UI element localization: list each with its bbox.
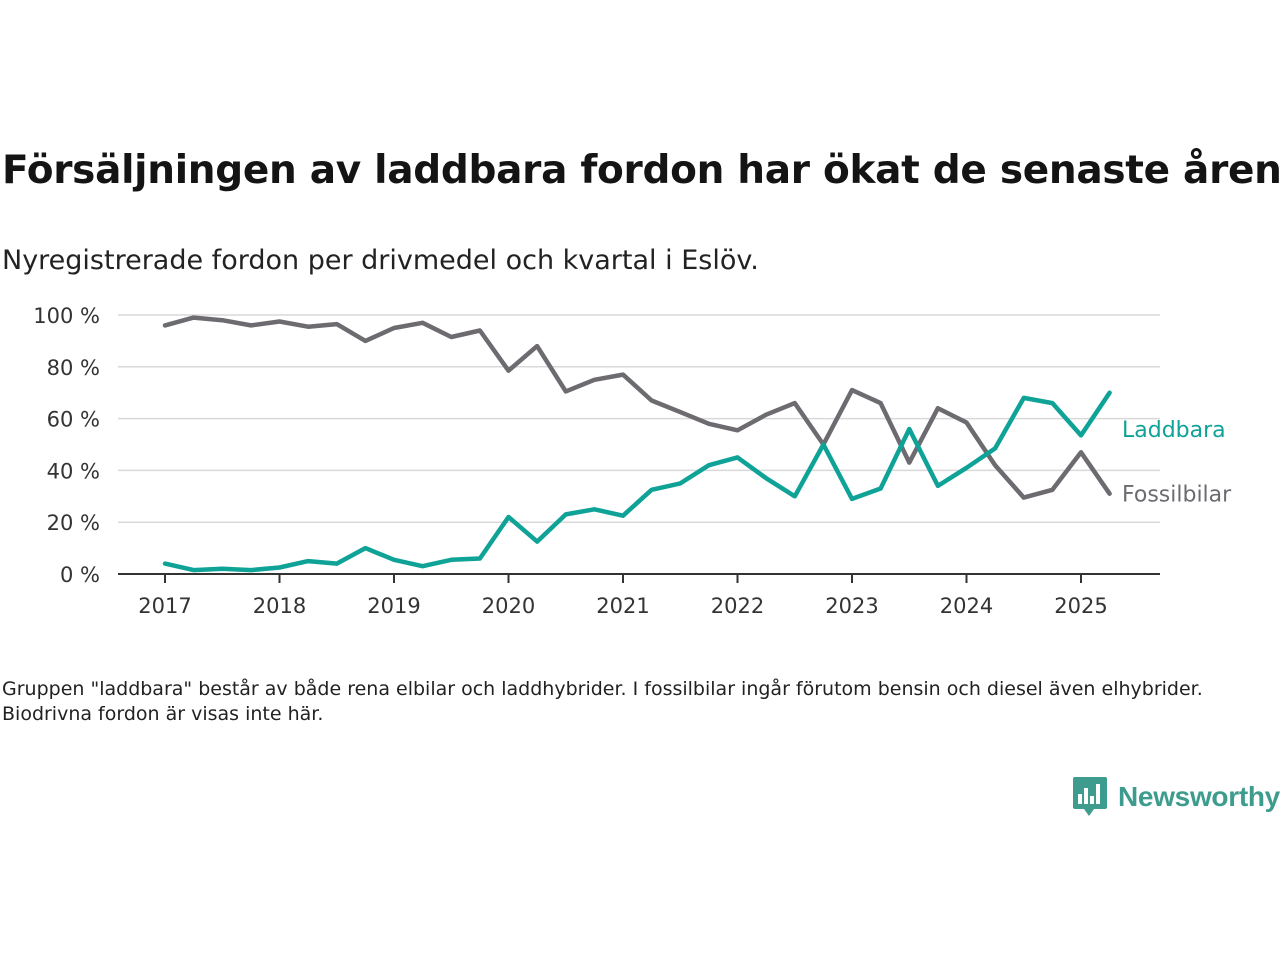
newsworthy-logo-icon	[1073, 777, 1107, 816]
y-tick-label: 80 %	[47, 356, 100, 380]
series-label-laddbara: Laddbara	[1122, 418, 1226, 443]
series-line-laddbara	[162, 390, 1112, 573]
series-labels: Laddbara Fossilbilar	[1122, 418, 1232, 508]
chart-title: Försäljningen av laddbara fordon har öka…	[2, 148, 1280, 193]
x-tick-label: 2017	[138, 594, 191, 618]
footnote: Gruppen "laddbara" består av både rena e…	[2, 678, 1203, 725]
brand-logo[interactable]: Newsworthy	[1072, 776, 1280, 818]
x-tick-label: 2020	[482, 594, 535, 618]
series-lines	[162, 315, 1112, 573]
y-tick-label: 20 %	[47, 511, 100, 535]
grid-lines	[118, 314, 1160, 523]
x-tick-label: 2023	[825, 594, 878, 618]
line-chart: 0 % 20 % 40 % 60 % 80 % 100 % 2017 2018 2019 202…	[33, 304, 1232, 618]
brand-name: Newsworthy	[1118, 781, 1280, 812]
x-tick-label: 2019	[367, 594, 420, 618]
y-tick-label: 0 %	[60, 563, 100, 587]
x-axis: 2017 2018 2019 2020 2021 2022 2023 2024 2025	[118, 573, 1160, 618]
y-tick-label: 100 %	[33, 304, 100, 328]
chart-subtitle: Nyregistrerade fordon per drivmedel och …	[2, 245, 759, 276]
x-tick-label: 2022	[711, 594, 764, 618]
y-tick-label: 40 %	[47, 459, 100, 483]
y-tick-label: 60 %	[47, 408, 100, 432]
x-tick-label: 2025	[1054, 594, 1107, 618]
y-axis-ticks: 0 % 20 % 40 % 60 % 80 % 100 %	[33, 304, 100, 587]
x-tick-label: 2024	[940, 594, 993, 618]
series-label-fossilbilar: Fossilbilar	[1122, 483, 1232, 508]
x-tick-label: 2021	[596, 594, 649, 618]
x-tick-label: 2018	[253, 594, 306, 618]
series-line-fossilbilar	[162, 315, 1112, 500]
